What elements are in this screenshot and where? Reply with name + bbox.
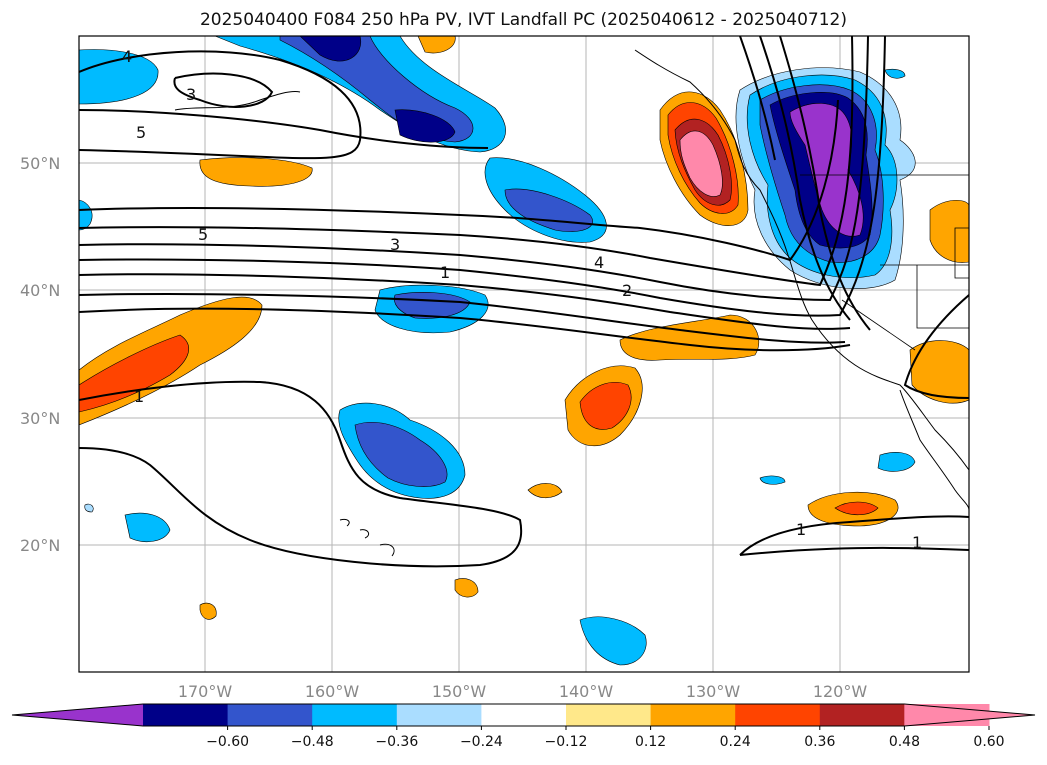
colorbar-tick-label: 0.12 bbox=[635, 734, 666, 750]
colorbar: −0.60 −0.48 −0.36 −0.24 −0.12 0.12 0.24 0.36 0.4… bbox=[11, 703, 1036, 750]
colorbar-tick-label: 0.24 bbox=[720, 734, 751, 750]
colorbar-segment bbox=[735, 704, 821, 726]
svg-text:3: 3 bbox=[390, 235, 400, 254]
colorbar-outline bbox=[11, 703, 1036, 727]
svg-text:2: 2 bbox=[622, 281, 632, 300]
colorbar-tick-label: −0.12 bbox=[545, 734, 588, 750]
colorbar-tick-label: −0.24 bbox=[460, 734, 503, 750]
negative-pv-anomalies bbox=[79, 36, 916, 666]
coastlines bbox=[174, 49, 969, 557]
svg-text:40°N: 40°N bbox=[20, 281, 60, 300]
svg-text:30°N: 30°N bbox=[20, 409, 60, 428]
colorbar-segment bbox=[143, 704, 229, 726]
colorbar-extend-max bbox=[904, 704, 1035, 726]
svg-text:5: 5 bbox=[198, 225, 208, 244]
lat-labels: 50°N 40°N 30°N 20°N bbox=[20, 154, 60, 555]
svg-text:160°W: 160°W bbox=[305, 682, 360, 701]
contour-labels: 4 3 5 5 3 1 4 2 1 1 1 bbox=[122, 47, 922, 552]
svg-text:3: 3 bbox=[186, 85, 196, 104]
svg-text:170°W: 170°W bbox=[178, 682, 233, 701]
lon-labels: 170°W 160°W 150°W 140°W 130°W 120°W bbox=[178, 682, 868, 701]
svg-text:1: 1 bbox=[912, 533, 922, 552]
colorbar-tick-label: −0.48 bbox=[291, 734, 334, 750]
positive-pv-anomalies bbox=[79, 36, 969, 620]
colorbar-tick-label: −0.36 bbox=[375, 734, 418, 750]
plot-frame bbox=[78, 35, 970, 673]
map-title: 2025040400 F084 250 hPa PV, IVT Landfall… bbox=[199, 10, 847, 30]
colorbar-segment bbox=[819, 704, 905, 726]
colorbar-extend-min bbox=[12, 704, 143, 726]
colorbar-segment bbox=[312, 704, 398, 726]
colorbar-tick-label: 0.48 bbox=[889, 734, 920, 750]
colorbar-tick-label: 0.60 bbox=[973, 734, 1004, 750]
svg-text:4: 4 bbox=[122, 47, 132, 66]
colorbar-segment bbox=[650, 704, 736, 726]
svg-text:50°N: 50°N bbox=[20, 154, 60, 173]
colorbar-segment bbox=[396, 704, 482, 726]
svg-text:120°W: 120°W bbox=[813, 682, 868, 701]
colorbar-tick-label: −0.60 bbox=[206, 734, 249, 750]
svg-text:130°W: 130°W bbox=[686, 682, 741, 701]
svg-text:1: 1 bbox=[134, 387, 144, 406]
svg-text:20°N: 20°N bbox=[20, 536, 60, 555]
svg-text:1: 1 bbox=[440, 263, 450, 282]
svg-text:5: 5 bbox=[136, 123, 146, 142]
svg-text:1: 1 bbox=[796, 520, 806, 539]
svg-text:150°W: 150°W bbox=[432, 682, 487, 701]
svg-text:4: 4 bbox=[594, 253, 604, 272]
colorbar-segment bbox=[481, 704, 567, 726]
colorbar-tick-label: 0.36 bbox=[804, 734, 835, 750]
colorbar-segment bbox=[227, 704, 313, 726]
colorbar-segment bbox=[566, 704, 652, 726]
svg-text:140°W: 140°W bbox=[559, 682, 614, 701]
ivt-contours bbox=[79, 36, 969, 568]
